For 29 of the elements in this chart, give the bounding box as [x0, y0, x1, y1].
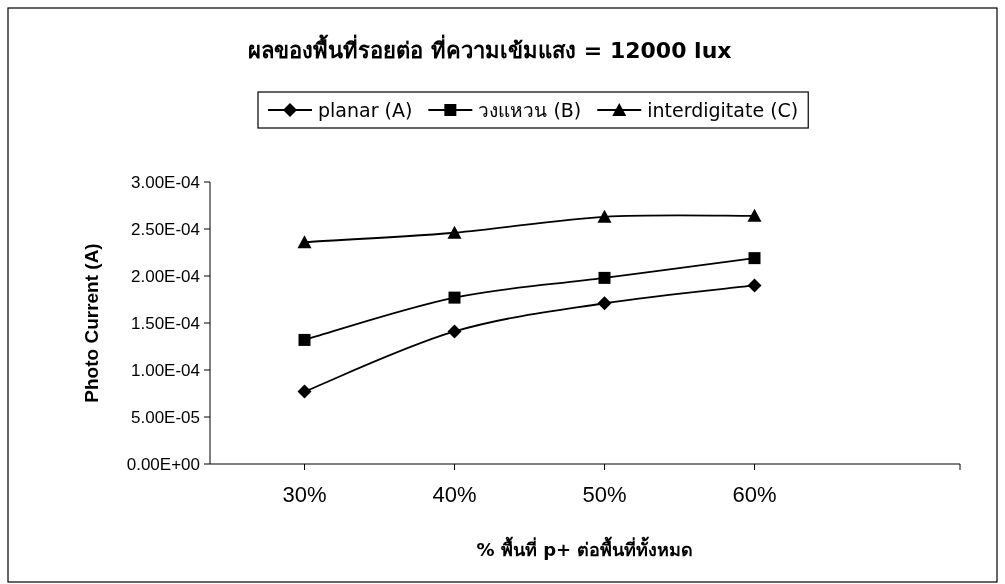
point	[448, 291, 461, 304]
legend-label: วงแหวน (B)	[478, 99, 582, 121]
x-tick-label: 30%	[282, 482, 327, 507]
point	[748, 252, 761, 265]
point	[447, 324, 462, 339]
point	[747, 208, 762, 222]
point	[297, 384, 312, 399]
point	[447, 225, 462, 239]
x-tick-label: 60%	[732, 482, 777, 507]
y-tick-label: 0.00E+00	[126, 455, 200, 474]
point	[597, 296, 612, 311]
point	[598, 271, 611, 284]
legend-label: planar (A)	[318, 99, 413, 121]
point	[298, 333, 311, 346]
point	[297, 235, 312, 249]
y-tick-label: 1.00E-04	[131, 361, 200, 380]
y-tick-label: 5.00E-05	[131, 408, 200, 427]
point	[597, 209, 612, 223]
y-tick-label: 3.00E-04	[131, 173, 200, 192]
y-axis-title: Photo Current (A)	[81, 243, 102, 403]
chart-title: ผลของพื้นที่รอยต่อ ที่ความเข้มแสง = 12000 lux	[248, 34, 732, 63]
y-tick-label: 2.50E-04	[131, 220, 200, 239]
x-tick-label: 40%	[432, 482, 477, 507]
y-tick-label: 1.50E-04	[131, 314, 200, 333]
x-tick-label: 50%	[582, 482, 627, 507]
y-tick-label: 2.00E-04	[131, 267, 200, 286]
point	[747, 278, 762, 293]
legend-label: interdigitate (C)	[647, 99, 799, 121]
x-axis-title: % พื้นที่ p+ ต่อพื้นที่ทั้งหมด	[476, 536, 694, 560]
